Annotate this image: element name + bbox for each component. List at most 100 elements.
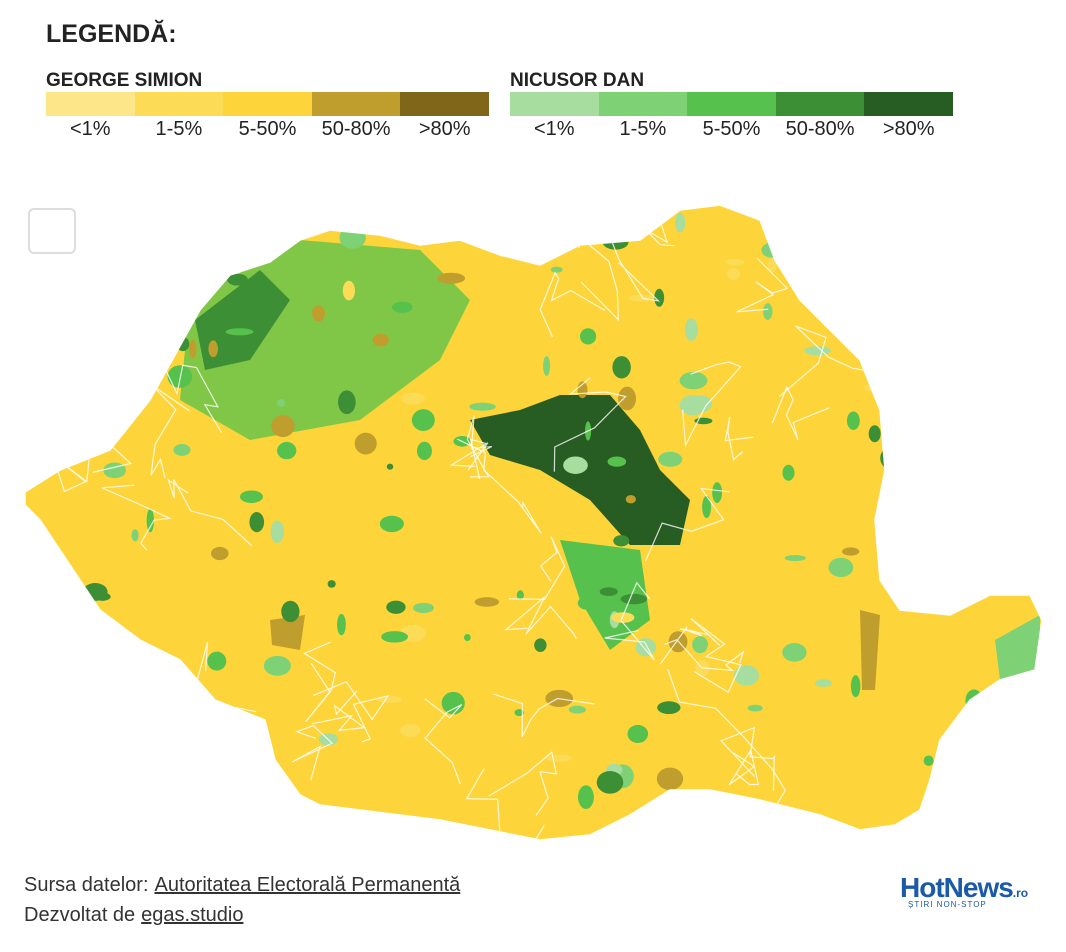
legend-swatch: [46, 92, 135, 116]
legend-swatch: [311, 92, 401, 116]
legend-item: 50-80%: [311, 92, 401, 141]
map-border: [232, 779, 273, 840]
region-sw: [270, 615, 305, 650]
map-patch: [399, 205, 408, 219]
legend-group: GEORGE SIMION <1% 1-5% 5-50% 50-80% >80%: [46, 70, 489, 141]
region-se: [860, 610, 880, 690]
map-border: [158, 835, 199, 840]
map-patch: [441, 691, 465, 715]
map-patch: [312, 305, 326, 322]
map-patch: [658, 451, 683, 467]
map-border: [29, 789, 103, 840]
map-patch: [337, 613, 346, 636]
legend-item: 1-5%: [598, 92, 688, 141]
map-patch: [150, 229, 164, 244]
logo[interactable]: HotNews.ro ȘTIRI NON-STOP: [900, 872, 1028, 909]
map-border: [488, 751, 558, 816]
search-button[interactable]: [28, 208, 76, 254]
map-border: [1004, 839, 1042, 840]
map-patch: [372, 333, 389, 347]
map-patch: [437, 272, 466, 284]
legend-label: 1-5%: [619, 118, 667, 140]
map-patch: [167, 365, 192, 388]
map-patch: [965, 379, 993, 402]
map-patch: [48, 785, 71, 805]
map-patch: [550, 266, 563, 273]
map-patch: [229, 789, 254, 812]
map-patch: [641, 205, 654, 221]
map-border: [70, 396, 119, 444]
map-patch: [941, 775, 953, 794]
map-patch: [692, 636, 708, 654]
map-patch: [814, 679, 832, 687]
map-border: [553, 377, 627, 472]
map-patch: [104, 691, 115, 700]
legend-label: 1-5%: [155, 118, 203, 140]
map-patch: [216, 785, 244, 801]
map-border: [312, 681, 390, 743]
map-patch: [568, 705, 586, 714]
map-border: [999, 275, 1042, 364]
map-border: [424, 698, 463, 785]
map-border: [25, 297, 54, 336]
legend-item: <1%: [46, 92, 135, 141]
map-patch: [702, 495, 712, 519]
map-patch: [207, 651, 227, 671]
map-patch: [83, 304, 91, 318]
map-patch: [599, 587, 618, 597]
map-border: [778, 325, 890, 398]
map-patch: [189, 339, 197, 359]
source-link[interactable]: Autoritatea Electorală Permanentă: [154, 874, 461, 896]
map-patch: [712, 482, 723, 503]
map-border: [887, 389, 990, 446]
legend-swatch: [598, 92, 688, 116]
map-border: [728, 748, 760, 786]
map-patch: [411, 409, 435, 432]
map-patch: [763, 303, 773, 320]
map-patch: [381, 631, 408, 643]
map-patch: [726, 268, 741, 280]
map-border: [682, 361, 742, 448]
map-patch: [733, 665, 759, 686]
map-patch: [386, 600, 406, 614]
map-patch: [401, 392, 425, 405]
credit-link[interactable]: egas.studio: [141, 904, 244, 926]
legend-items: <1% 1-5% 5-50% 50-80% >80%: [46, 92, 489, 141]
map-patch: [129, 730, 147, 752]
map-patch: [675, 212, 686, 233]
map-patch: [516, 590, 524, 600]
map-patch: [846, 411, 860, 430]
map-patch: [578, 785, 594, 809]
map-patch: [281, 600, 300, 623]
map-patch: [765, 228, 780, 238]
map-patch: [211, 546, 229, 561]
legend-swatch: [400, 92, 489, 116]
legend-item: 5-50%: [223, 92, 312, 141]
map-border: [659, 625, 708, 665]
map-patch: [270, 520, 285, 544]
map-patch: [973, 336, 1000, 345]
map-patch: [172, 675, 190, 696]
map-patch: [464, 633, 471, 642]
map-patch: [249, 512, 265, 533]
map-patch: [354, 432, 377, 455]
map-patch: [700, 791, 715, 809]
legend-group: NICUSOR DAN <1% 1-5% 5-50% 50-80% >80%: [510, 70, 953, 141]
legend-label: <1%: [534, 118, 575, 140]
map-border: [49, 617, 113, 684]
map-patch: [227, 273, 248, 286]
map-patch: [277, 399, 286, 407]
legend-item: 5-50%: [687, 92, 776, 141]
legend-label: 5-50%: [238, 118, 297, 140]
map-border: [25, 336, 91, 371]
map-patch: [896, 408, 923, 424]
map-patch: [563, 456, 588, 474]
map-patch: [419, 212, 432, 220]
map-patch: [61, 426, 83, 447]
map-patch: [656, 767, 684, 791]
legend-label: >80%: [418, 118, 471, 140]
map-border: [644, 487, 731, 562]
map-patch: [263, 655, 291, 676]
legend-label: 5-50%: [702, 118, 761, 140]
